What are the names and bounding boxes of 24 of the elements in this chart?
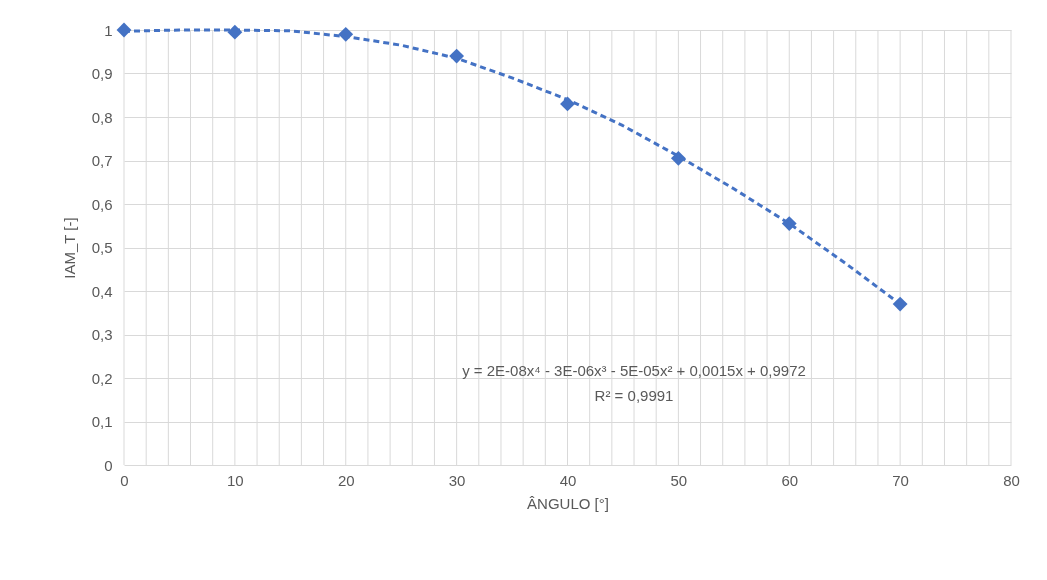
y-tick-label: 0,2	[91, 369, 113, 387]
y-tick-label: 0,7	[91, 152, 113, 169]
x-tick-label: 30	[448, 471, 466, 489]
x-axis-title: ÂNGULO [°]	[527, 494, 609, 512]
y-tick-label: 0,3	[91, 326, 113, 343]
x-tick-label: 70	[892, 471, 909, 489]
y-tick-label: 0,1	[91, 413, 113, 430]
y-tick-label: 0,5	[91, 239, 113, 256]
x-tick-label: 60	[781, 471, 799, 489]
y-tick-label: 0,9	[91, 65, 113, 82]
y-tick-label: 0,6	[91, 195, 113, 213]
x-tick-label: 20	[337, 471, 355, 489]
x-tick-label: 0	[120, 471, 129, 489]
x-tick-label: 50	[670, 471, 688, 489]
y-tick-label: 0,4	[91, 282, 113, 300]
annotation: y = 2E-08x⁴ - 3E-06x³ - 5E-05x² + 0,0015x + 0,9972	[462, 362, 806, 380]
y-tick-label: 0,8	[91, 108, 113, 126]
y-tick-label: 0	[104, 456, 113, 474]
y-tick-label: 1	[104, 21, 113, 39]
y-axis-title: IAM_T [-]	[60, 217, 78, 279]
x-tick-label: 80	[1003, 471, 1020, 489]
x-tick-label: 10	[227, 471, 244, 489]
annotation: R² = 0,9991	[594, 387, 674, 405]
x-tick-label: 40	[559, 471, 577, 489]
